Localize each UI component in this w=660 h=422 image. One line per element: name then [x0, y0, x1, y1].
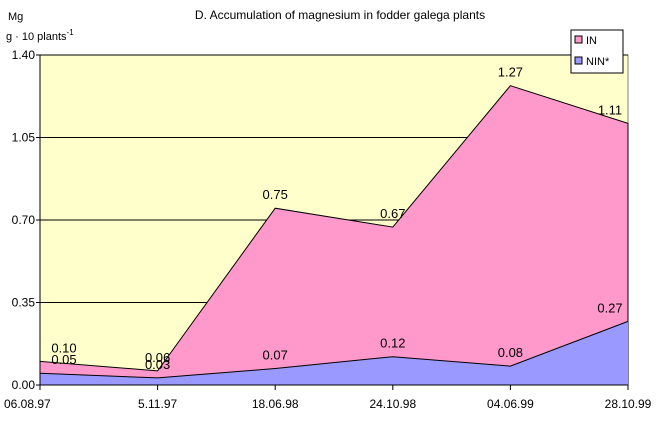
data-label-IN: 0.67 — [380, 206, 405, 221]
data-label-IN: 0.06 — [145, 350, 170, 365]
data-label-NIN: 0.05 — [51, 352, 76, 367]
y-axis-label-exponent: -1 — [67, 28, 75, 37]
data-label-IN: 1.11 — [598, 102, 622, 117]
x-tick-label: 28.10.99 — [605, 397, 652, 411]
y-axis-label-line1: Mg — [8, 11, 23, 23]
data-label-NIN: 0.27 — [597, 300, 622, 315]
chart-title: D. Accumulation of magnesium in fodder g… — [195, 8, 485, 22]
x-tick-label: 24.10.98 — [369, 397, 416, 411]
y-tick-label: 1.40 — [12, 48, 36, 62]
data-label-NIN: 0.08 — [498, 345, 523, 360]
y-tick-label: 0.70 — [12, 213, 36, 227]
y-tick-label: 0.35 — [12, 296, 36, 310]
x-tick-labels: 06.08.97 5.11.97 18.06.98 24.10.98 04.06.99 2… — [4, 397, 652, 411]
y-axis-label-line2: g · 10 plants-1 — [6, 28, 74, 43]
data-label-NIN: 0.07 — [263, 348, 288, 363]
x-tick-label: 04.06.99 — [487, 397, 534, 411]
x-tick-label: 18.06.98 — [252, 397, 299, 411]
data-label-IN: 0.10 — [51, 340, 76, 355]
y-tick-label: 1.05 — [12, 131, 36, 145]
data-label-IN: 1.27 — [498, 65, 523, 80]
y-axis-label-unit: g · 10 plants — [6, 31, 67, 43]
data-labels: 0.100.05 0.060.03 0.75 0.07 0.67 0.12 1.27 0.08… — [51, 65, 622, 372]
x-tick-label: 06.08.97 — [4, 397, 51, 411]
series-area-NIN — [40, 321, 628, 385]
legend: IN NIN* — [570, 29, 624, 74]
data-label-NIN: 0.12 — [380, 336, 405, 351]
y-tick-labels: 0.00 0.35 0.70 1.05 1.40 — [12, 48, 36, 392]
series-line-NIN — [39, 320, 629, 379]
legend-swatch-NIN — [574, 56, 583, 65]
x-tick-label: 5.11.97 — [138, 397, 177, 411]
y-tick-label: 0.00 — [12, 378, 36, 392]
axes — [36, 54, 629, 390]
data-label-NIN: 0.03 — [145, 357, 170, 372]
data-label-IN: 0.75 — [263, 187, 288, 202]
series-area-IN — [39, 85, 629, 386]
legend-label-IN: IN — [586, 35, 597, 47]
legend-swatch-IN — [574, 35, 583, 44]
legend-label-NIN: NIN* — [586, 56, 610, 68]
